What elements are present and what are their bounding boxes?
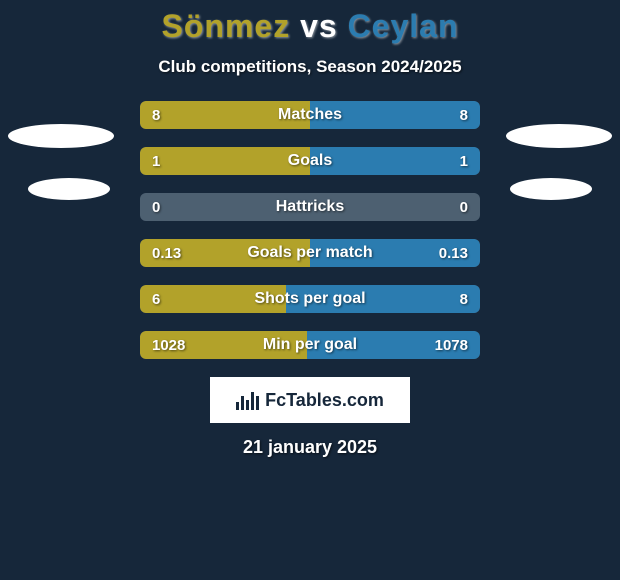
branding-text: FcTables.com: [265, 390, 384, 411]
stat-label: Matches: [140, 106, 480, 124]
stat-label: Goals per match: [140, 244, 480, 262]
stats-rows: 88Matches 11Goals 00Hattricks 0.130.13Goals…: [140, 101, 480, 359]
decorative-ellipse: [506, 124, 612, 148]
stat-row: 0.130.13Goals per match: [140, 239, 480, 267]
infographic-container: Sönmez vs Ceylan Club competitions, Seas…: [0, 0, 620, 580]
vs-text: vs: [300, 8, 338, 44]
subtitle: Club competitions, Season 2024/2025: [0, 57, 620, 77]
player1-name: Sönmez: [162, 8, 291, 44]
stat-row: 88Matches: [140, 101, 480, 129]
bar-chart-icon: [236, 390, 259, 410]
branding-box: FcTables.com: [210, 377, 410, 423]
comparison-title: Sönmez vs Ceylan: [0, 8, 620, 45]
date-text: 21 january 2025: [0, 437, 620, 458]
decorative-ellipse: [510, 178, 592, 200]
stat-label: Hattricks: [140, 198, 480, 216]
stat-row: 68Shots per goal: [140, 285, 480, 313]
stat-label: Min per goal: [140, 336, 480, 354]
decorative-ellipse: [28, 178, 110, 200]
stat-row: 00Hattricks: [140, 193, 480, 221]
player2-name: Ceylan: [348, 8, 459, 44]
stat-label: Goals: [140, 152, 480, 170]
decorative-ellipse: [8, 124, 114, 148]
stat-row: 10281078Min per goal: [140, 331, 480, 359]
stat-row: 11Goals: [140, 147, 480, 175]
stat-label: Shots per goal: [140, 290, 480, 308]
